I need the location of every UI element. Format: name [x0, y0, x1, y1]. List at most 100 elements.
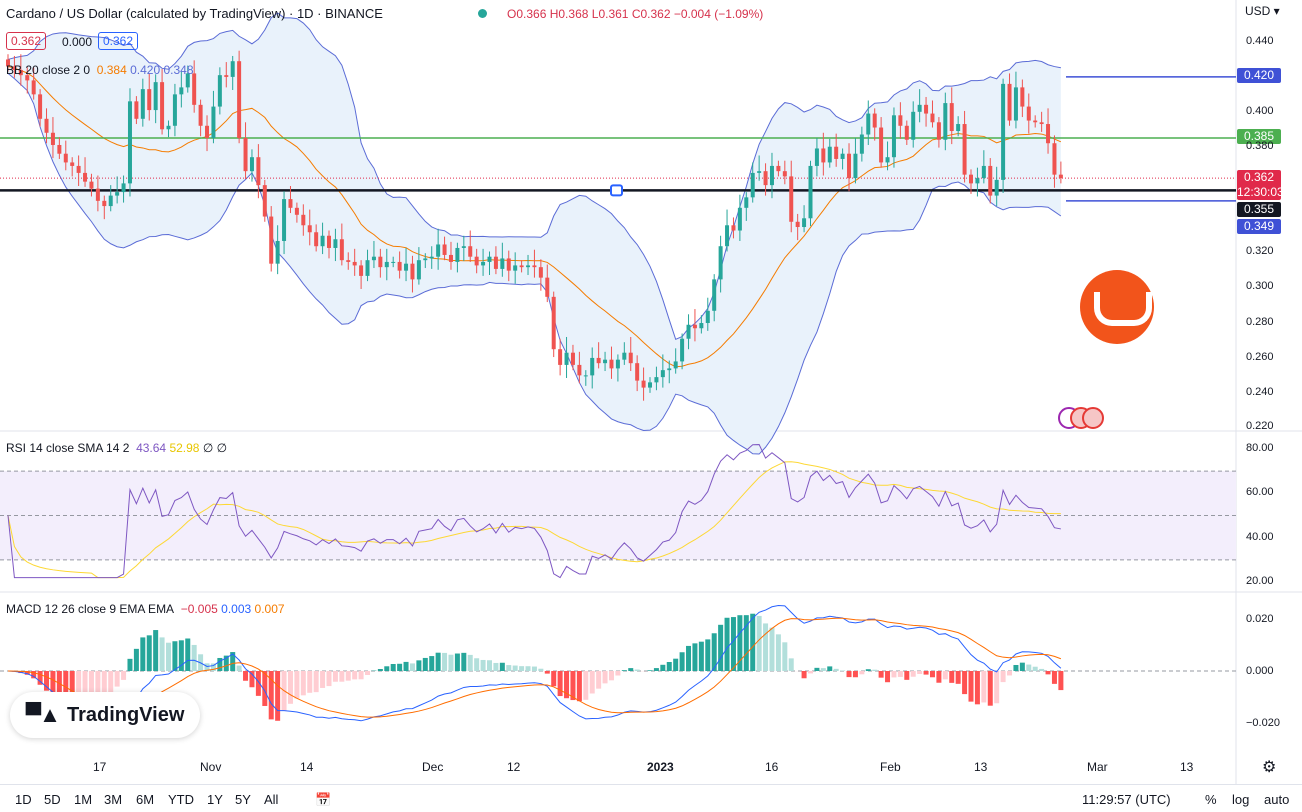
candle-body: [185, 73, 190, 88]
log-toggle[interactable]: log: [1232, 792, 1250, 807]
macd-histogram-bar: [332, 671, 338, 682]
tf-1y[interactable]: 1Y: [207, 792, 223, 807]
clock-display[interactable]: 11:29:57 (UTC): [1082, 792, 1171, 807]
macd-histogram-bar: [564, 671, 570, 699]
symbol-title[interactable]: Cardano / US Dollar (calculated by Tradi…: [6, 6, 383, 21]
macd-histogram-bar: [962, 671, 968, 695]
candle-body: [526, 265, 531, 268]
macd-histogram-bar: [403, 661, 409, 671]
candle-body: [615, 359, 620, 369]
macd-histogram-bar: [698, 641, 704, 671]
buy-button[interactable]: 0.362: [98, 32, 139, 50]
candle-body: [821, 148, 826, 163]
rsi-legend[interactable]: RSI 14 close SMA 14 2 43.64 52.98 ∅ ∅: [6, 441, 227, 455]
macd-histogram-bar: [127, 658, 133, 671]
candle-body: [847, 153, 852, 179]
tradingview-logo[interactable]: ▀▲ TradingView: [10, 692, 200, 738]
macd-histogram-bar: [255, 671, 261, 696]
tf-all[interactable]: All: [264, 792, 279, 807]
flag-us-icon[interactable]: [1082, 407, 1104, 429]
macd-histogram-bar: [56, 671, 62, 699]
candle-body: [44, 118, 49, 133]
candle-body: [160, 82, 165, 130]
candle-body: [673, 361, 678, 369]
candle-body: [102, 200, 107, 207]
candle-body: [57, 144, 62, 154]
tf-ytd[interactable]: YTD: [168, 792, 194, 807]
candle-body: [95, 188, 100, 201]
macd-histogram-bar: [621, 670, 627, 671]
candle-body: [172, 94, 177, 126]
candle-body: [737, 207, 742, 231]
macd-histogram-bar: [37, 671, 43, 685]
percent-toggle[interactable]: %: [1205, 792, 1217, 807]
candle-body: [808, 165, 813, 219]
macd-histogram-bar: [345, 671, 351, 681]
macd-histogram-bar: [872, 669, 878, 671]
candle-body: [930, 113, 935, 123]
bb-label: BB 20 close 2 0: [6, 63, 91, 77]
macd-histogram-bar: [429, 656, 435, 671]
macd-histogram-bar: [608, 671, 614, 681]
macd-histogram-bar: [365, 671, 371, 676]
last-price-tag: 0.362 12:30:03: [1237, 170, 1284, 200]
tf-5y[interactable]: 5Y: [235, 792, 251, 807]
candle-body: [217, 75, 222, 107]
macd-histogram-bar: [268, 671, 274, 720]
last-price: 0.362: [1243, 170, 1275, 184]
macd-histogram-bar: [666, 661, 672, 671]
candle-body: [763, 171, 768, 186]
candle-body: [532, 265, 537, 268]
macd-histogram-bar: [159, 637, 165, 671]
candle-body: [628, 352, 633, 364]
macd-histogram-bar: [859, 671, 865, 675]
candle-body: [872, 113, 877, 128]
rsi-sma-line: [7, 461, 1061, 579]
macd-histogram-bar: [628, 668, 634, 671]
candle-body: [519, 265, 524, 268]
tf-3m[interactable]: 3M: [104, 792, 123, 807]
candle-body: [686, 324, 691, 339]
price-tick: 0.240: [1246, 386, 1274, 398]
macd-histogram-bar: [249, 671, 255, 688]
candle-body: [699, 323, 704, 329]
tf-6m[interactable]: 6M: [136, 792, 155, 807]
bb-lower-value: 0.348: [163, 63, 194, 77]
auto-toggle[interactable]: auto: [1264, 792, 1290, 807]
bb-legend[interactable]: BB 20 close 2 0 0.384 0.420 0.348: [6, 63, 194, 77]
date-range-icon[interactable]: 📅: [315, 792, 332, 807]
tf-1d[interactable]: 1D: [15, 792, 32, 807]
macd-legend[interactable]: MACD 12 26 close 9 EMA EMA −0.005 0.003 …: [6, 602, 285, 616]
candle-body: [404, 263, 409, 271]
macd-histogram-bar: [1013, 664, 1019, 671]
macd-histogram-bar: [487, 660, 492, 671]
currency-selector[interactable]: USD ▾: [1245, 4, 1280, 18]
candle-body: [262, 185, 267, 217]
macd-histogram-bar: [852, 671, 858, 678]
candle-body: [166, 125, 171, 130]
events-icons[interactable]: [1058, 406, 1106, 429]
gear-icon[interactable]: ⚙: [1262, 759, 1277, 776]
rsi-tick: 60.00: [1246, 486, 1274, 498]
candle-body: [853, 153, 858, 179]
sell-button[interactable]: 0.362: [6, 32, 47, 50]
candle-body: [904, 125, 909, 140]
tf-5d[interactable]: 5D: [44, 792, 61, 807]
macd-histogram-bar: [352, 671, 358, 680]
candle-body: [1033, 120, 1038, 123]
candle-body: [641, 380, 646, 388]
macd-histogram-bar: [531, 666, 537, 671]
macd-histogram-bar: [833, 668, 839, 671]
candle-body: [583, 375, 588, 377]
macd-histogram-bar: [756, 615, 762, 671]
candle-body: [1039, 122, 1044, 125]
candle-body: [506, 258, 511, 271]
macd-histogram-bar: [525, 666, 531, 671]
macd-histogram-bar: [50, 671, 56, 696]
macd-histogram-bar: [172, 641, 178, 671]
candle-body: [956, 124, 961, 132]
macd-histogram-bar: [1019, 662, 1025, 671]
macd-line-value: 0.003: [221, 602, 252, 616]
tf-1m[interactable]: 1M: [74, 792, 93, 807]
